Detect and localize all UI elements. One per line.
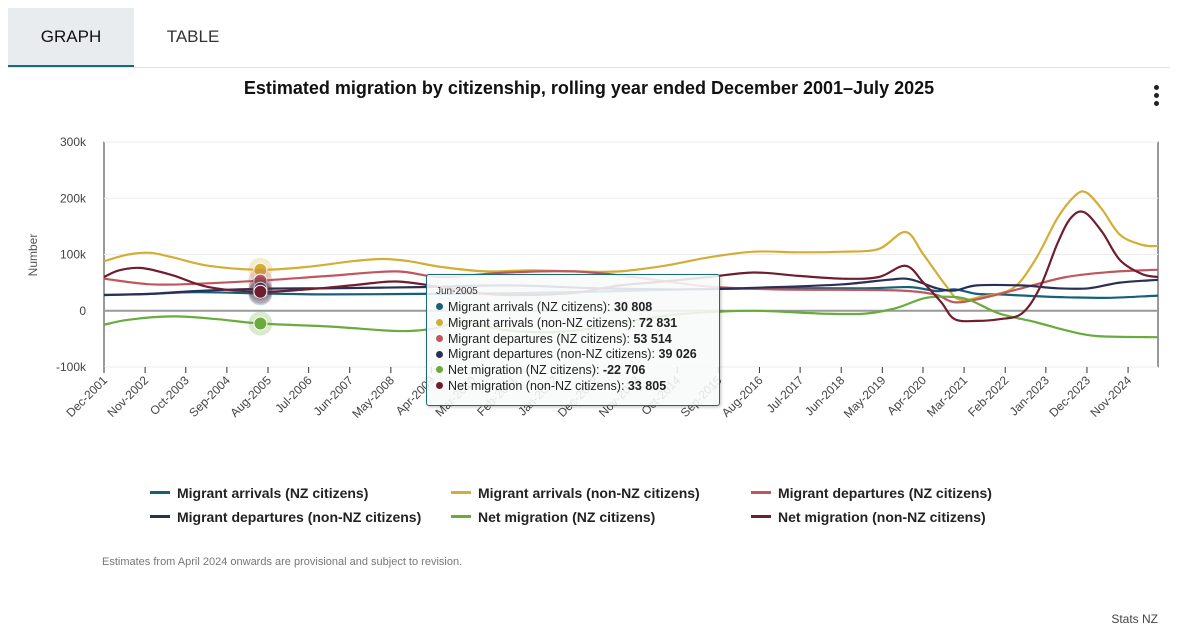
x-tick-label: Nov-2024	[1087, 373, 1134, 420]
y-tick-label: 200k	[60, 191, 87, 205]
x-tick-label: May-2008	[349, 373, 397, 421]
tooltip-dot	[436, 382, 443, 390]
series-line-2	[103, 190, 1159, 302]
legend-item[interactable]: Migrant arrivals (non-NZ citizens)	[451, 484, 700, 504]
series-line-4	[103, 277, 1159, 297]
tooltip-dot	[436, 366, 443, 374]
tab-graph[interactable]: GRAPH	[8, 8, 134, 67]
view-tabs: GRAPH TABLE	[8, 8, 1170, 68]
tooltip-dot	[436, 334, 443, 342]
x-tick-label: Mar-2021	[924, 373, 970, 419]
x-tick-label: Aug-2016	[719, 373, 766, 420]
x-tick-label: Oct-2003	[147, 373, 192, 418]
source-credit: Stats NZ	[1111, 612, 1158, 626]
legend-swatch	[150, 490, 170, 494]
legend-swatch	[150, 514, 170, 518]
tab-table[interactable]: TABLE	[166, 27, 220, 46]
y-axis-label: Number	[26, 234, 40, 277]
x-tick-label: Nov-2002	[105, 373, 152, 420]
tooltip-dot	[436, 350, 443, 358]
y-tick-label: 100k	[60, 248, 87, 262]
x-tick-label: Jul-2006	[272, 373, 315, 416]
chart-tooltip: Jun-2005 Migrant arrivals (NZ citizens):…	[426, 274, 720, 406]
x-tick-label: Feb-2022	[965, 373, 1011, 419]
x-tick-label: Apr-2020	[884, 373, 929, 418]
legend-swatch	[451, 514, 471, 518]
chart-title: Estimated migration by citizenship, roll…	[243, 78, 935, 98]
x-tick-label: Jan-2023	[1007, 373, 1053, 419]
y-tick-label: 300k	[60, 135, 87, 149]
legend-swatch	[751, 514, 771, 518]
tooltip-header: Jun-2005	[436, 286, 478, 297]
legend-item[interactable]: Migrant departures (NZ citizens)	[751, 484, 992, 504]
tooltip-row: Net migration (non-NZ citizens): 33 805	[427, 379, 719, 395]
highlight-point-5	[253, 316, 268, 331]
provisional-note: Estimates from April 2024 onwards are pr…	[102, 556, 463, 568]
legend-item[interactable]: Migrant departures (non-NZ citizens)	[150, 508, 421, 528]
x-tick-label: Dec-2001	[63, 373, 110, 420]
y-tick-label: -100k	[56, 360, 87, 374]
more-vertical-icon[interactable]	[1144, 82, 1168, 108]
legend-swatch	[751, 490, 771, 494]
x-tick-label: Sep-2004	[186, 373, 233, 420]
tooltip-dot	[436, 303, 443, 311]
tooltip-dot	[436, 319, 443, 326]
legend-item[interactable]: Migrant arrivals (NZ citizens)	[150, 484, 368, 504]
tooltip-row: Net migration (NZ citizens): -22 706	[427, 363, 719, 379]
tooltip-row: Migrant departures (non-NZ citizens): 39…	[427, 347, 719, 363]
tooltip-row: Migrant arrivals (NZ citizens): 30 808	[427, 300, 719, 316]
y-tick-label: 0	[79, 304, 86, 318]
x-tick-label: Dec-2023	[1046, 373, 1093, 420]
series-line-6	[103, 210, 1159, 323]
legend-item[interactable]: Net migration (non-NZ citizens)	[751, 508, 986, 528]
tooltip-row: Migrant departures (NZ citizens): 53 514	[427, 332, 719, 348]
x-tick-label: Aug-2005	[227, 373, 274, 420]
x-tick-label: May-2019	[841, 373, 889, 421]
legend-swatch	[451, 490, 471, 494]
line-chart: -100k 0 100k 200k 300k Dec-2001Nov-2002Oct-2…	[26, 135, 1159, 421]
legend-item[interactable]: Net migration (NZ citizens)	[451, 508, 655, 528]
x-tick-label: Jul-2017	[764, 373, 807, 416]
tooltip-row: Migrant arrivals (non-NZ citizens): 72 8…	[427, 316, 719, 332]
highlight-point-6	[253, 284, 268, 299]
